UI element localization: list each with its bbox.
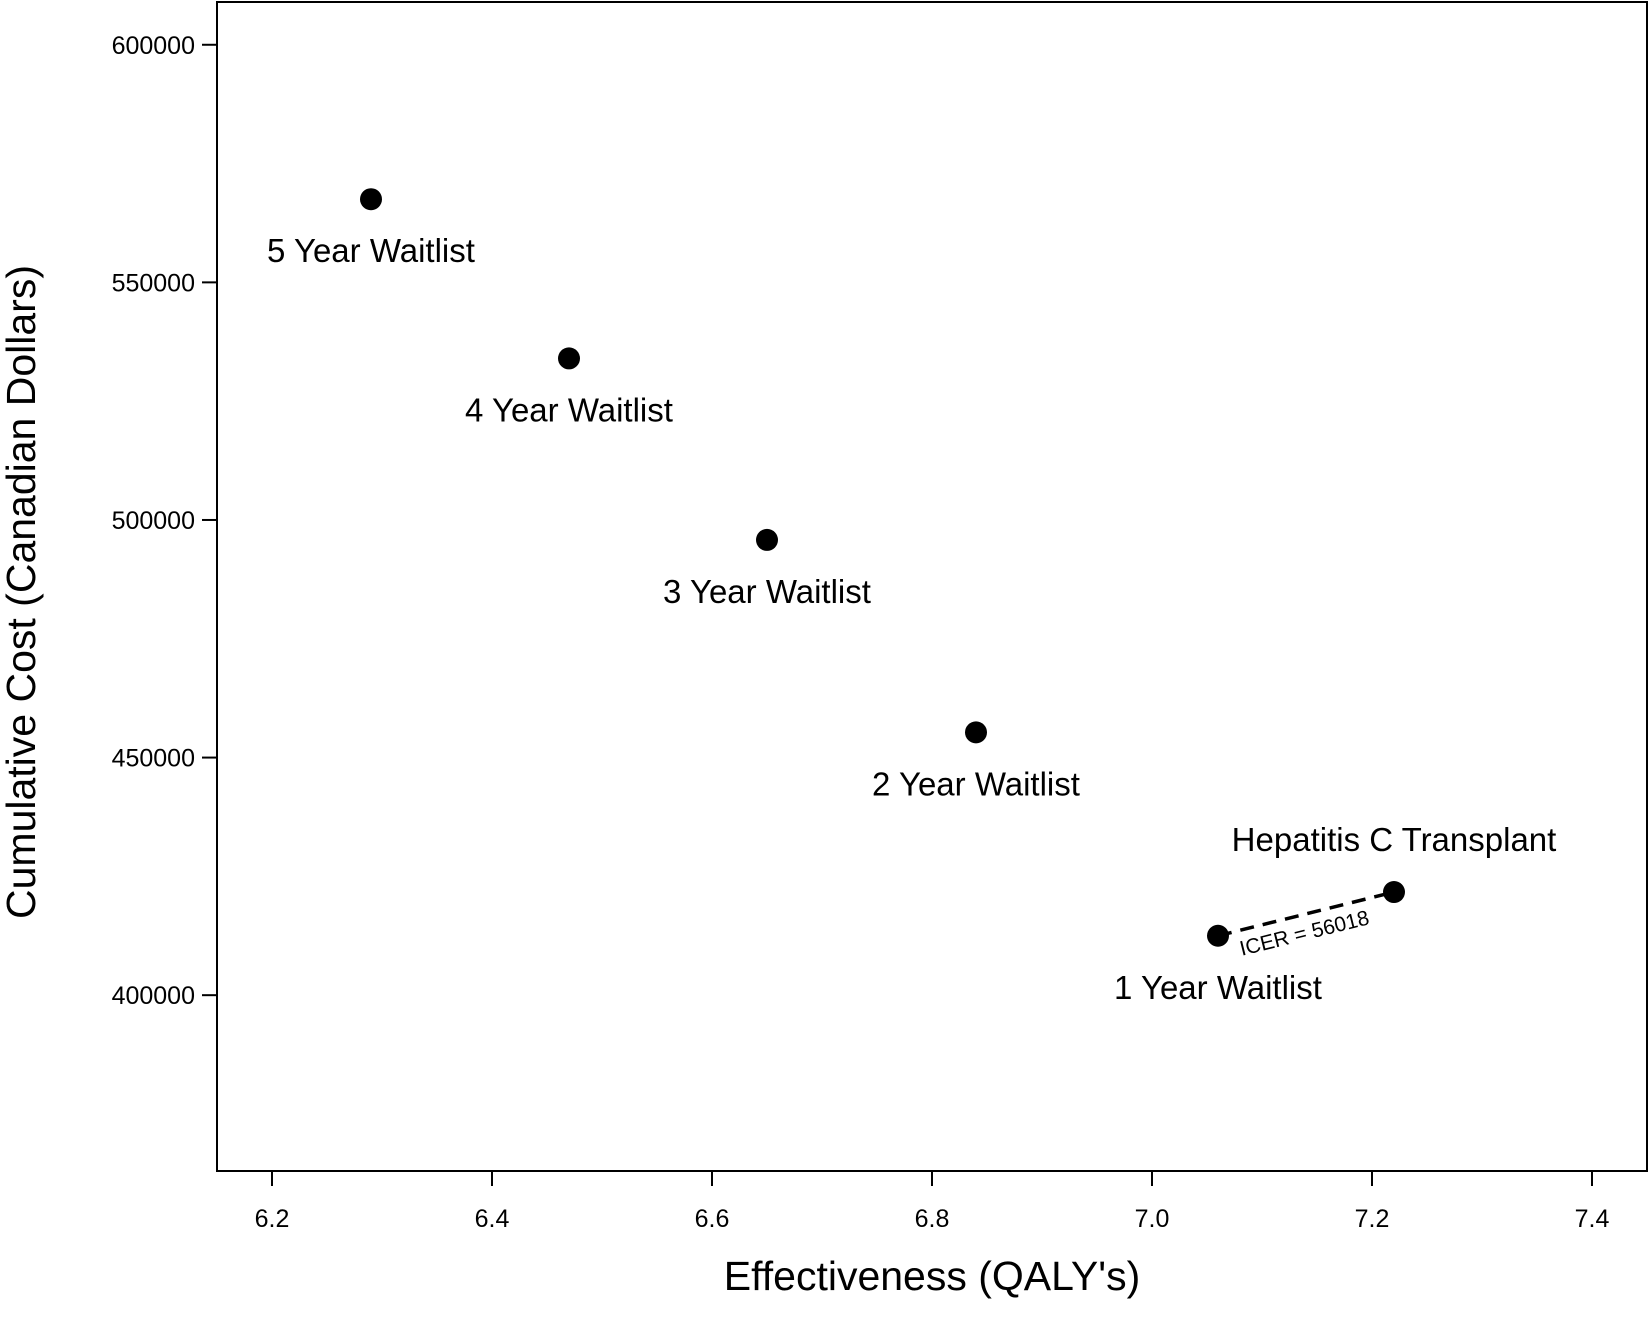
plot-frame bbox=[216, 1, 1648, 1172]
x-tick-label: 6.6 bbox=[695, 1205, 730, 1233]
y-tick-label: 450000 bbox=[112, 745, 195, 773]
x-tick-label: 6.2 bbox=[255, 1205, 290, 1233]
point-labels: 5 Year Waitlist 4 Year Waitlist 3 Year Wai… bbox=[267, 232, 1556, 1006]
x-tick-label: 6.8 bbox=[915, 1205, 950, 1233]
point-label: 3 Year Waitlist bbox=[663, 573, 871, 610]
x-tick-label: 6.4 bbox=[475, 1205, 510, 1233]
y-tick-label: 550000 bbox=[112, 269, 195, 297]
icer-dashed-line bbox=[1217, 890, 1395, 938]
y-axis-title: Cumulative Cost (Canadian Dollars) bbox=[0, 265, 44, 919]
y-tick-label: 400000 bbox=[112, 982, 195, 1010]
data-point bbox=[965, 721, 987, 744]
icer-annotation: ICER = 56018 bbox=[1237, 906, 1371, 960]
y-axis: 400000 450000 500000 550000 600000 bbox=[112, 32, 218, 1010]
y-tick-label: 600000 bbox=[112, 32, 195, 60]
data-point bbox=[756, 528, 778, 551]
data-point bbox=[1383, 881, 1405, 904]
data-point bbox=[1207, 924, 1229, 947]
x-tick-label: 7.4 bbox=[1575, 1205, 1610, 1233]
point-label: 5 Year Waitlist bbox=[267, 232, 475, 269]
x-tick-label: 7.2 bbox=[1355, 1205, 1390, 1233]
data-point bbox=[360, 188, 382, 211]
x-tick-label: 7.0 bbox=[1135, 1205, 1170, 1233]
point-label: 4 Year Waitlist bbox=[465, 391, 673, 428]
point-label: 1 Year Waitlist bbox=[1114, 969, 1322, 1006]
point-label: Hepatitis C Transplant bbox=[1232, 821, 1557, 858]
y-tick-label: 500000 bbox=[112, 507, 195, 535]
data-point bbox=[558, 347, 580, 370]
icer-connector: ICER = 56018 bbox=[1217, 890, 1395, 961]
x-axis: 6.2 6.4 6.6 6.8 7.0 7.2 7.4 bbox=[255, 1170, 1610, 1233]
point-label: 2 Year Waitlist bbox=[872, 765, 1080, 802]
data-points bbox=[360, 188, 1405, 947]
x-axis-title: Effectiveness (QALY's) bbox=[724, 1253, 1140, 1299]
